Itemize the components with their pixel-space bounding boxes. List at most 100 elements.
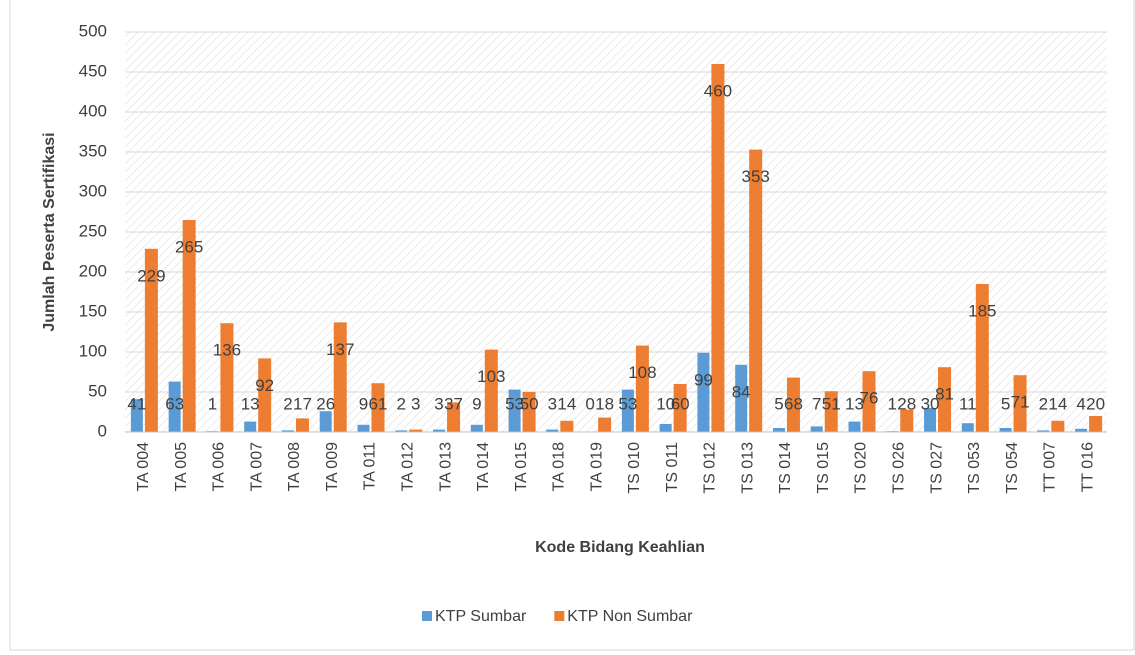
y-tick-label: 250 — [79, 221, 107, 240]
bar — [546, 429, 559, 432]
y-tick-label: 200 — [79, 261, 107, 280]
data-label: 60 — [671, 394, 690, 413]
bar — [182, 220, 196, 432]
x-tick-label: TA 008 — [286, 442, 303, 492]
data-label: 185 — [968, 301, 996, 320]
x-tick-label: TA 007 — [248, 442, 265, 492]
legend-swatch — [422, 611, 432, 621]
bar — [522, 392, 536, 432]
data-label: 92 — [255, 376, 274, 395]
bar — [371, 383, 385, 432]
data-label: 2 — [283, 394, 292, 413]
bar — [961, 423, 974, 432]
data-label: 28 — [897, 394, 916, 413]
x-tick-label: TA 015 — [513, 442, 530, 492]
x-tick-label: TS 053 — [966, 442, 983, 494]
x-tick-label: TA 018 — [551, 442, 568, 492]
x-tick-label: TA 005 — [173, 442, 190, 492]
data-label: 7 — [812, 394, 821, 413]
data-label: 14 — [1048, 394, 1067, 413]
y-tick-label: 350 — [79, 141, 107, 160]
x-tick-label: TA 012 — [399, 442, 416, 492]
data-label: 50 — [520, 394, 539, 413]
y-tick-label: 500 — [79, 21, 107, 40]
data-label: 84 — [732, 382, 751, 401]
bar — [900, 409, 914, 432]
bar — [433, 429, 446, 432]
y-tick-label: 150 — [79, 301, 107, 320]
y-tick-label: 100 — [79, 341, 107, 360]
bar — [735, 364, 748, 432]
bar — [621, 389, 634, 432]
data-label: 13 — [241, 394, 260, 413]
bar — [659, 424, 672, 432]
y-tick-label: 300 — [79, 181, 107, 200]
data-label: 61 — [369, 394, 388, 413]
x-tick-label: TA 006 — [211, 442, 228, 492]
bar — [938, 367, 952, 432]
data-label: 5 — [774, 394, 783, 413]
legend-label: KTP Non Sumbar — [567, 608, 693, 625]
chart-border — [9, 0, 1135, 651]
bar — [1089, 416, 1103, 432]
y-tick-label: 50 — [88, 381, 107, 400]
x-tick-label: TA 013 — [437, 442, 454, 492]
bar — [395, 430, 408, 432]
data-label: 4 — [1076, 394, 1085, 413]
x-tick-label: TS 015 — [815, 442, 832, 494]
x-tick-label: TS 054 — [1004, 442, 1021, 494]
bar — [447, 402, 461, 432]
data-label: 13 — [845, 394, 864, 413]
data-label: 9 — [472, 394, 481, 413]
bar — [1051, 420, 1065, 432]
bar — [598, 417, 612, 432]
data-label: 137 — [326, 340, 354, 359]
x-tick-label: TA 019 — [588, 442, 605, 492]
bar — [848, 421, 861, 432]
bar — [1013, 375, 1027, 432]
y-tick-label: 0 — [98, 421, 107, 440]
bar — [975, 284, 989, 432]
data-label: 0 — [585, 394, 594, 413]
data-label: 9 — [359, 394, 368, 413]
bar — [635, 345, 649, 432]
data-label: 71 — [1011, 393, 1030, 412]
data-label: 2 — [1039, 394, 1048, 413]
bar — [258, 358, 272, 432]
y-axis-title: Jumlah Peserta Sertifikasi — [41, 132, 58, 331]
data-label: 1 — [208, 394, 217, 413]
legend-swatch — [554, 611, 565, 621]
y-tick-label: 400 — [79, 101, 107, 120]
bar — [1037, 430, 1050, 432]
x-tick-label: TT 007 — [1042, 442, 1059, 493]
data-label: 5 — [1001, 394, 1010, 413]
data-label: 136 — [213, 341, 241, 360]
x-tick-label: TS 020 — [853, 442, 870, 494]
data-label: 26 — [316, 394, 335, 413]
data-label: 76 — [860, 389, 879, 408]
bar — [281, 430, 294, 432]
data-label: 103 — [477, 367, 505, 386]
x-tick-label: TA 014 — [475, 442, 492, 492]
data-label: 53 — [618, 394, 637, 413]
bar — [673, 384, 687, 432]
bar — [824, 391, 838, 432]
bar — [220, 323, 234, 432]
bar — [924, 408, 937, 432]
x-tick-label: TS 013 — [739, 442, 756, 494]
y-tick-label: 450 — [79, 61, 107, 80]
data-label: 53 — [505, 394, 524, 413]
bar — [697, 352, 710, 432]
data-label: 17 — [293, 394, 312, 413]
data-label: 1 — [888, 394, 897, 413]
data-label: 3 — [434, 394, 443, 413]
x-tick-label: TA 009 — [324, 442, 341, 492]
data-label: 41 — [127, 394, 146, 413]
data-label: 30 — [921, 394, 940, 413]
x-tick-label: TA 011 — [362, 442, 379, 490]
data-label: 51 — [822, 394, 841, 413]
x-tick-label: TS 011 — [664, 442, 681, 493]
x-tick-label: TS 026 — [890, 442, 907, 494]
bar — [409, 429, 423, 432]
x-tick-label: TS 010 — [626, 442, 643, 494]
